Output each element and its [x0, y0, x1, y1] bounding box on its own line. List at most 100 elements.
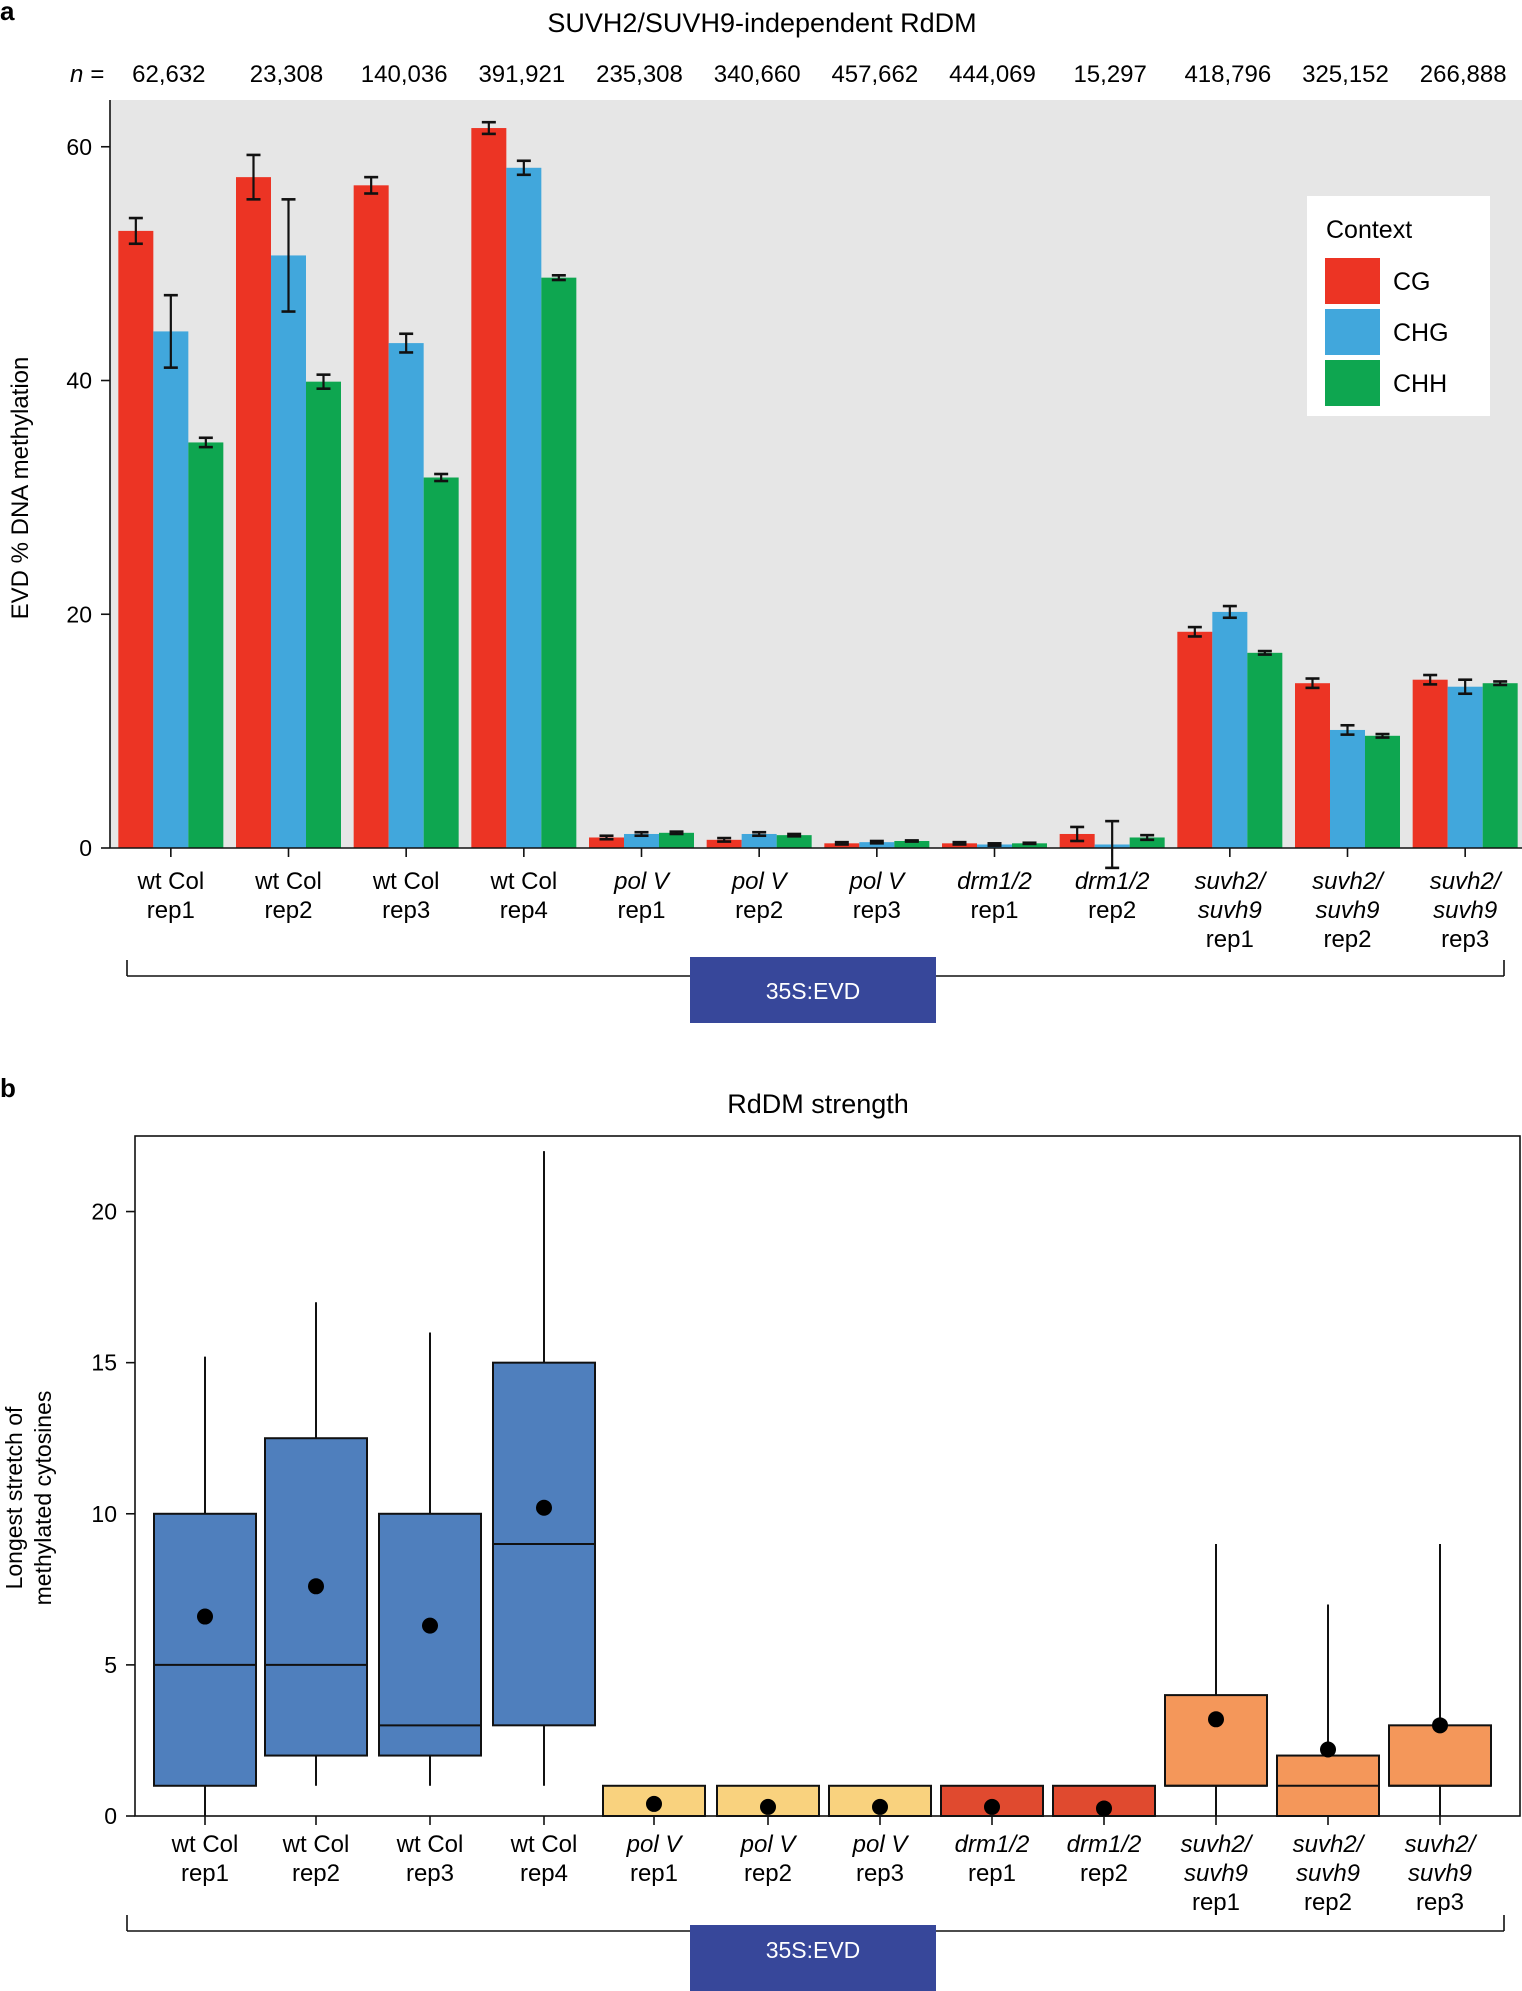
bar-CHH-1 — [188, 442, 224, 848]
legend-label-CHG: CHG — [1393, 319, 1449, 347]
error-bar-CHH-8 — [1022, 841, 1037, 846]
error-bar-CG-10 — [1187, 625, 1202, 638]
x-tick-label-2-line-2: rep2 — [292, 1860, 340, 1887]
legend-label-CG: CG — [1393, 268, 1431, 296]
x-tick-label-11-line-2: suvh9 — [1296, 1860, 1360, 1887]
panel-b-bracket-label: 35S:EVD — [766, 1937, 861, 1963]
x-tick-label-7-line-1: pol V — [848, 868, 906, 895]
error-bar-CHG-11 — [1340, 723, 1355, 736]
b-y-label-line-2: methylated cytosines — [30, 1391, 56, 1606]
box-6 — [716, 1784, 820, 1818]
error-bar-CG-4 — [481, 120, 496, 136]
box-mean-dot — [1096, 1800, 1112, 1817]
x-tick-label-4-line-1: wt Col — [489, 868, 557, 895]
error-bar-CHH-9 — [1140, 833, 1155, 842]
error-bar-CG-1 — [128, 216, 143, 246]
box-iqr — [1164, 1694, 1268, 1787]
error-bar-CG-6 — [717, 836, 732, 843]
box-11 — [1276, 1604, 1380, 1817]
box-mean-dot — [422, 1617, 438, 1634]
error-bar-CHG-6 — [752, 830, 767, 838]
panel-a-plot-area — [110, 100, 1522, 848]
bar-CG-1 — [118, 230, 154, 848]
error-bar-CG-3 — [364, 175, 379, 195]
box-iqr — [264, 1437, 368, 1757]
bar-CHG-1 — [153, 331, 189, 849]
b-y-tick-label-0: 0 — [104, 1803, 117, 1829]
error-bar-CHH-5 — [669, 830, 684, 836]
x-tick-label-3-line-2: rep3 — [382, 897, 430, 924]
bar-CG-2 — [236, 177, 271, 848]
box-mean-dot — [646, 1795, 662, 1812]
x-tick-label-8-line-2: rep1 — [968, 1860, 1016, 1887]
x-tick-label-3-line-1: wt Col — [372, 868, 440, 895]
panel-a-bars — [118, 128, 1518, 849]
panel-b-title: RdDM strength — [727, 1089, 909, 1119]
error-bar-CG-12 — [1423, 673, 1438, 686]
error-bar-CHG-9 — [1105, 819, 1120, 870]
panel-b-boxes — [153, 1151, 1492, 1818]
bar-CHH-5 — [659, 832, 694, 848]
sample-size-3: 140,036 — [361, 61, 448, 88]
x-tick-label-11-line-3: rep2 — [1304, 1889, 1352, 1916]
x-tick-label-10-line-2: suvh9 — [1184, 1860, 1248, 1887]
b-y-tick-label-20: 20 — [91, 1199, 117, 1225]
panel-a-y-axis-label: EVD % DNA methylation — [7, 357, 34, 620]
box-mean-dot — [1320, 1741, 1336, 1758]
error-bar-CHG-5 — [634, 830, 649, 838]
x-tick-label-4-line-2: rep4 — [500, 897, 548, 924]
bar-CHH-11 — [1365, 735, 1400, 848]
box-12 — [1388, 1544, 1492, 1816]
x-tick-label-9-line-2: rep2 — [1088, 897, 1136, 924]
sample-size-4: 391,921 — [478, 61, 565, 88]
error-bar-CHG-3 — [399, 332, 414, 354]
bar-CHG-5 — [624, 833, 659, 848]
legend-title: Context — [1326, 216, 1412, 244]
y-tick-label-40: 40 — [66, 368, 92, 394]
x-tick-label-6-line-1: pol V — [740, 1831, 798, 1858]
box-mean-dot — [1432, 1717, 1448, 1734]
x-tick-label-9-line-2: rep2 — [1080, 1860, 1128, 1887]
bar-CG-10 — [1177, 631, 1213, 848]
error-bar-CHG-2 — [281, 198, 296, 313]
error-bar-CHG-12 — [1458, 678, 1473, 696]
b-y-tick-label-5: 5 — [104, 1652, 117, 1678]
x-tick-label-4-line-1: wt Col — [510, 1831, 578, 1858]
x-tick-label-9-line-1: drm1/2 — [1067, 1831, 1142, 1858]
error-bar-CHH-11 — [1375, 732, 1390, 739]
bar-CHG-3 — [388, 343, 424, 848]
bar-CHG-7 — [859, 842, 895, 848]
x-tick-label-1-line-1: wt Col — [171, 1831, 239, 1858]
panel-b-y-axis-label: Longest stretch of methylated cytosines — [1, 1391, 56, 1606]
x-tick-label-12-line-2: suvh9 — [1408, 1860, 1472, 1887]
sample-size-prefix: n = — [70, 61, 104, 88]
bar-CHG-10 — [1212, 611, 1248, 848]
error-bar-CG-2 — [246, 153, 261, 201]
bar-CHH-4 — [541, 277, 577, 848]
error-bar-CHH-7 — [904, 839, 919, 843]
x-tick-label-11-line-1: suvh2/ — [1312, 868, 1385, 895]
bar-CG-3 — [353, 185, 389, 849]
x-tick-label-10-line-3: rep1 — [1192, 1889, 1240, 1916]
box-mean-dot — [197, 1608, 213, 1625]
error-bar-CHH-10 — [1257, 649, 1272, 656]
error-bar-CHG-8 — [987, 842, 1002, 847]
x-tick-label-2-line-2: rep2 — [264, 897, 312, 924]
error-bar-CHG-10 — [1222, 604, 1237, 620]
error-bar-CHG-7 — [869, 839, 884, 845]
box-iqr — [1388, 1724, 1492, 1787]
error-bar-CHH-12 — [1493, 680, 1508, 687]
x-tick-label-12-line-3: rep3 — [1416, 1889, 1464, 1916]
box-10 — [1164, 1544, 1268, 1816]
error-bar-CHH-6 — [787, 832, 802, 838]
y-tick-label-0: 0 — [79, 835, 92, 861]
x-tick-label-6-line-2: rep2 — [735, 897, 783, 924]
sample-size-5: 235,308 — [596, 61, 683, 88]
bar-CHH-7 — [894, 840, 930, 848]
x-tick-label-5-line-1: pol V — [613, 868, 671, 895]
bar-CG-11 — [1295, 683, 1330, 848]
legend-swatch-CG — [1325, 258, 1380, 304]
panel-a-bar-chart: a SUVH2/SUVH9-independent RdDM n = 62,63… — [0, 0, 1522, 1023]
bar-CG-6 — [706, 839, 742, 848]
panel-b-plot-area — [134, 1135, 1521, 1817]
